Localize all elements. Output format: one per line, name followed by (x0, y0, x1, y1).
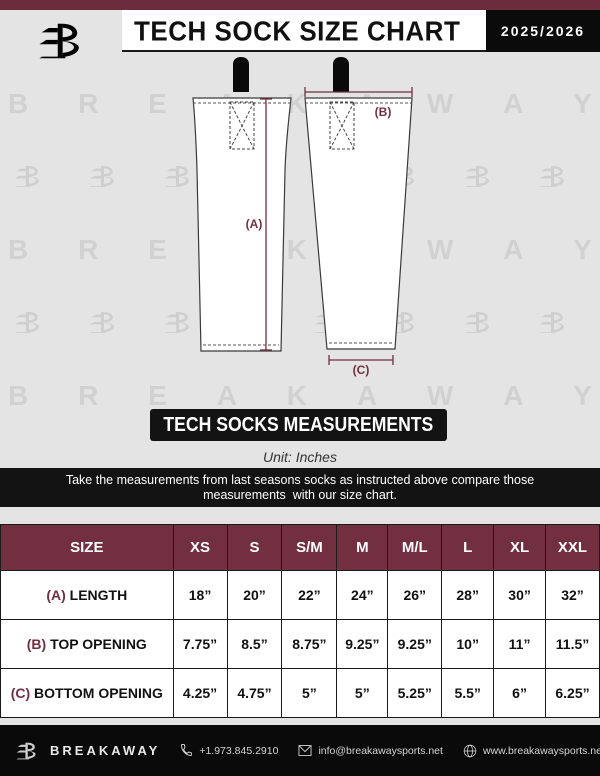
svg-text:(A): (A) (246, 217, 263, 231)
svg-text:(C): (C) (353, 363, 370, 377)
svg-text:(B): (B) (375, 105, 392, 119)
